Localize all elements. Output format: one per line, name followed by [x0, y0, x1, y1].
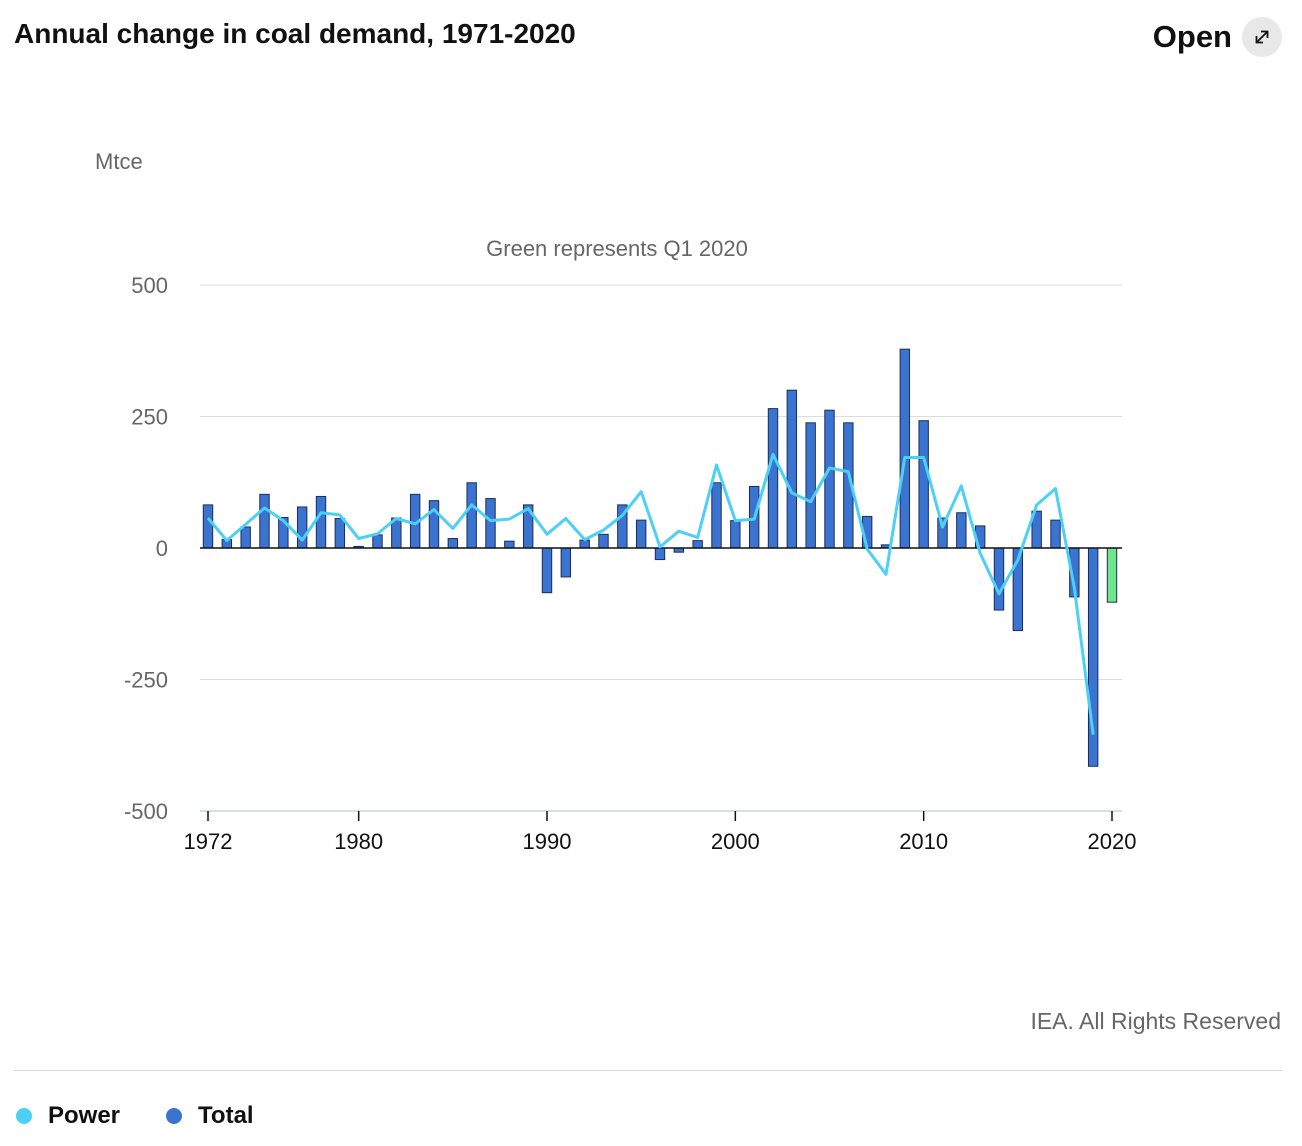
chart-title: Annual change in coal demand, 1971-2020 — [14, 18, 576, 49]
x-tick-label: 2010 — [899, 829, 948, 854]
y-tick-label: 500 — [131, 273, 168, 298]
bar-total — [899, 348, 911, 549]
bar-total — [730, 520, 741, 549]
y-tick-label: 250 — [131, 405, 168, 430]
y-tick-label: 0 — [156, 536, 168, 561]
bar-total — [598, 533, 609, 549]
legend-swatch-total — [166, 1108, 183, 1124]
bar-total — [485, 498, 496, 549]
bar-total — [202, 504, 214, 549]
bar-total — [240, 526, 251, 549]
open-button[interactable]: Open — [1153, 17, 1282, 57]
y-axis-unit: Mtce — [95, 149, 143, 174]
legend-item-power[interactable]: Power — [16, 1102, 120, 1130]
bar-total — [428, 500, 440, 549]
x-tick-label: 1980 — [334, 829, 383, 854]
credit-text: IEA. All Rights Reserved — [1030, 1008, 1281, 1034]
bar-total — [315, 495, 327, 549]
bar-total — [560, 547, 572, 578]
chart-plot: 500 250 0 -250 -500 1972 1980 1990 2000 2010 2020 — [124, 273, 1137, 854]
bar-total — [805, 422, 816, 549]
legend-swatch-power — [16, 1108, 32, 1124]
bar-total — [692, 540, 703, 549]
chart-annotation: Green represents Q1 2020 — [486, 236, 748, 261]
legend-label-power: Power — [48, 1102, 121, 1129]
bar-total — [447, 538, 459, 549]
bar-q1-2020 — [1106, 547, 1118, 603]
bar-total — [296, 506, 308, 549]
bar-total — [993, 547, 1005, 611]
divider — [14, 1070, 1282, 1071]
bar-total — [1050, 519, 1061, 549]
series-line-power — [206, 452, 1095, 735]
bar-total — [259, 493, 270, 549]
bar-total — [767, 408, 779, 549]
legend-item-total[interactable]: Total — [166, 1102, 254, 1130]
bar-total — [711, 482, 722, 549]
x-tick-label: 2020 — [1088, 829, 1137, 854]
bar-total — [654, 547, 666, 561]
bar-total — [918, 420, 929, 549]
bar-total — [786, 389, 798, 549]
expand-arrows-icon — [1242, 17, 1282, 57]
bar-total — [372, 534, 383, 549]
bar-total — [504, 540, 515, 549]
y-tick-label: -500 — [124, 799, 168, 824]
bar-total — [541, 547, 553, 594]
open-label: Open — [1152, 19, 1232, 54]
bar-total — [635, 519, 647, 549]
x-tick-label: 2000 — [711, 829, 760, 854]
bar-total — [334, 518, 346, 549]
bar-total — [956, 512, 967, 549]
x-tick-label: 1990 — [523, 829, 572, 854]
legend: Power Total — [16, 1102, 254, 1130]
bar-total — [579, 539, 590, 549]
x-tick-label: 1972 — [184, 829, 233, 854]
bar-total — [466, 482, 477, 549]
y-tick-label: -250 — [124, 668, 168, 693]
legend-label-total: Total — [198, 1102, 254, 1129]
bar-total — [824, 409, 835, 549]
